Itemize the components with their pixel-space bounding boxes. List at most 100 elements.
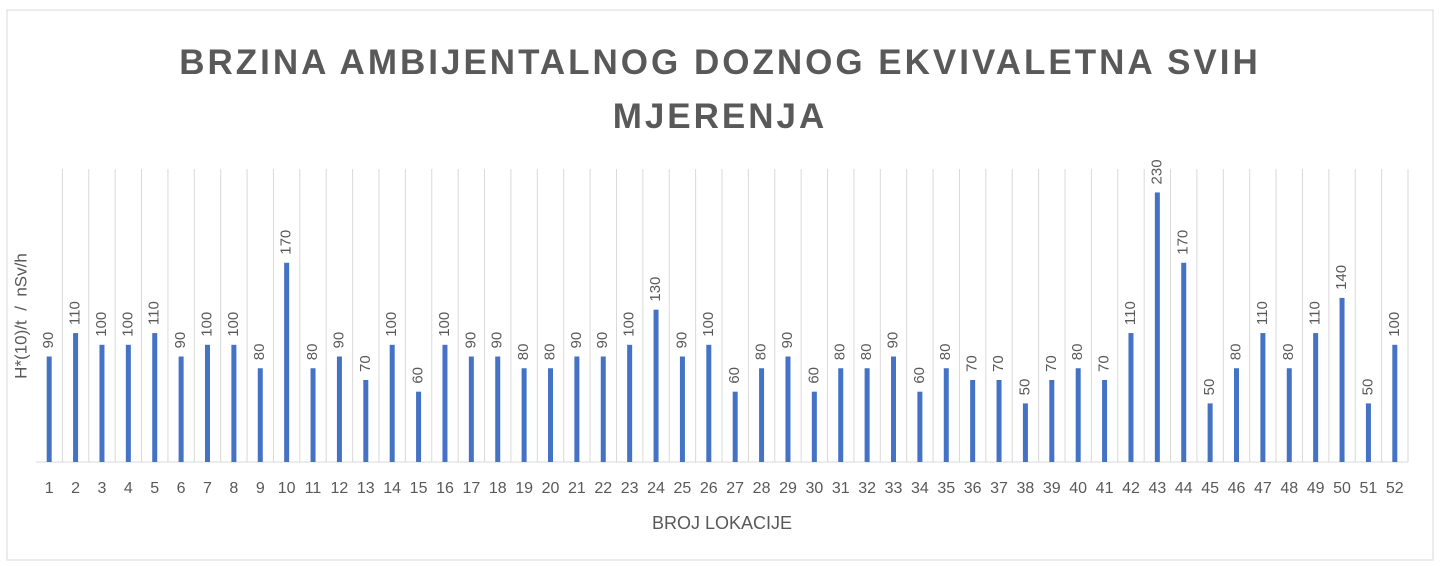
data-label: 90 — [779, 332, 796, 349]
bar — [1365, 403, 1371, 462]
data-label: 230 — [1148, 159, 1165, 184]
data-label: 90 — [568, 332, 585, 349]
bar — [336, 356, 342, 462]
data-label: 60 — [911, 367, 928, 384]
data-label: 80 — [304, 344, 321, 361]
x-tick-label: 34 — [911, 480, 929, 497]
bar — [468, 356, 474, 462]
y-axis-label: H*(10)/t / nSv/h — [11, 253, 30, 379]
data-label: 90 — [673, 332, 690, 349]
bar — [1128, 333, 1134, 462]
x-tick-label: 50 — [1333, 480, 1351, 497]
x-tick-label: 5 — [150, 480, 159, 497]
x-tick-label: 28 — [753, 480, 771, 497]
x-tick-label: 46 — [1228, 480, 1246, 497]
data-label: 90 — [489, 332, 506, 349]
bar — [891, 356, 896, 462]
data-label: 100 — [436, 312, 453, 337]
bar — [125, 344, 131, 462]
x-tick-label: 35 — [937, 480, 955, 497]
bar — [178, 356, 184, 462]
data-label: 110 — [146, 301, 163, 325]
data-label: 70 — [964, 355, 981, 372]
x-tick-label: 8 — [229, 480, 238, 497]
x-tick-label: 23 — [621, 480, 639, 497]
x-tick-label: 4 — [124, 480, 133, 497]
bar — [1181, 262, 1187, 462]
bar — [785, 356, 791, 462]
x-tick-label: 24 — [647, 480, 665, 497]
x-tick-label: 27 — [726, 480, 744, 497]
x-tick-label: 17 — [462, 480, 480, 497]
x-tick-label: 7 — [203, 480, 212, 497]
x-tick-label: 39 — [1043, 480, 1061, 497]
data-label: 170 — [1175, 230, 1192, 255]
data-label: 80 — [1069, 344, 1086, 361]
x-tick-label: 22 — [594, 480, 612, 497]
data-label: 110 — [1122, 301, 1139, 325]
x-tick-label: 18 — [489, 480, 507, 497]
bar — [73, 333, 79, 462]
bar — [1022, 403, 1028, 462]
x-tick-label: 20 — [542, 480, 560, 497]
x-tick-label: 44 — [1175, 480, 1193, 497]
data-label: 60 — [410, 367, 427, 384]
x-tick-label: 36 — [964, 480, 982, 497]
bar — [442, 344, 448, 462]
bar — [416, 391, 422, 462]
data-label: 100 — [621, 312, 638, 337]
x-tick-label: 10 — [278, 480, 296, 497]
x-tick-label: 12 — [331, 480, 349, 497]
bar — [1075, 368, 1081, 462]
x-tick-label: 45 — [1201, 480, 1219, 497]
data-label: 100 — [225, 312, 242, 337]
data-label: 130 — [647, 277, 664, 302]
bar — [1392, 344, 1398, 462]
bar — [548, 368, 553, 462]
data-label: 110 — [67, 301, 84, 325]
data-label: 70 — [357, 355, 374, 372]
bar — [811, 391, 817, 462]
x-tick-label: 1 — [45, 480, 54, 497]
x-tick-label: 9 — [256, 480, 265, 497]
bar — [1154, 192, 1160, 462]
bar — [231, 344, 237, 462]
data-label: 90 — [594, 332, 611, 349]
bar — [574, 356, 580, 462]
x-tick-label: 14 — [383, 480, 401, 497]
data-label: 60 — [726, 367, 743, 384]
x-tick-label: 3 — [98, 480, 107, 497]
bar — [46, 356, 52, 462]
data-label: 170 — [278, 230, 295, 255]
bar — [1049, 379, 1055, 462]
data-label: 80 — [937, 344, 954, 361]
bar — [1313, 333, 1319, 462]
bar — [257, 368, 263, 462]
bar — [679, 356, 685, 462]
bar — [152, 333, 158, 462]
data-label: 90 — [172, 332, 189, 349]
data-label: 80 — [541, 344, 558, 361]
bar — [1102, 379, 1108, 462]
x-tick-label: 29 — [779, 480, 797, 497]
bar — [1234, 368, 1239, 462]
data-label: 100 — [700, 312, 717, 337]
data-label: 80 — [858, 344, 875, 361]
x-tick-label: 42 — [1122, 480, 1140, 497]
data-label: 140 — [1333, 265, 1350, 290]
x-tick-label: 16 — [436, 480, 454, 497]
bar — [389, 344, 395, 462]
x-tick-label: 51 — [1360, 480, 1378, 497]
x-tick-label: 6 — [177, 480, 186, 497]
bar — [495, 356, 501, 462]
bar — [205, 344, 210, 462]
data-label: 70 — [1096, 355, 1113, 372]
data-label: 90 — [330, 332, 347, 349]
data-label: 100 — [198, 312, 215, 337]
x-tick-label: 41 — [1096, 480, 1114, 497]
x-axis-label: BROJ LOKACIJE — [652, 513, 792, 533]
x-tick-label: 52 — [1386, 480, 1404, 497]
x-tick-label: 11 — [305, 480, 322, 497]
bar — [600, 356, 606, 462]
